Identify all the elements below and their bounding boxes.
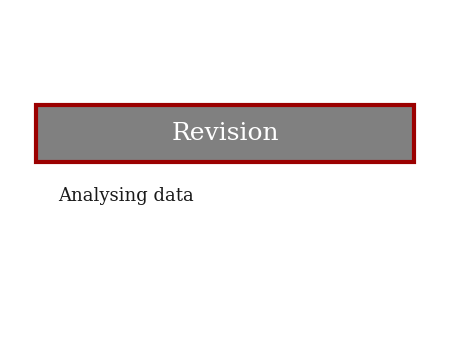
- Text: Revision: Revision: [171, 122, 279, 145]
- Text: Analysing data: Analysing data: [58, 187, 194, 205]
- FancyBboxPatch shape: [36, 105, 414, 162]
